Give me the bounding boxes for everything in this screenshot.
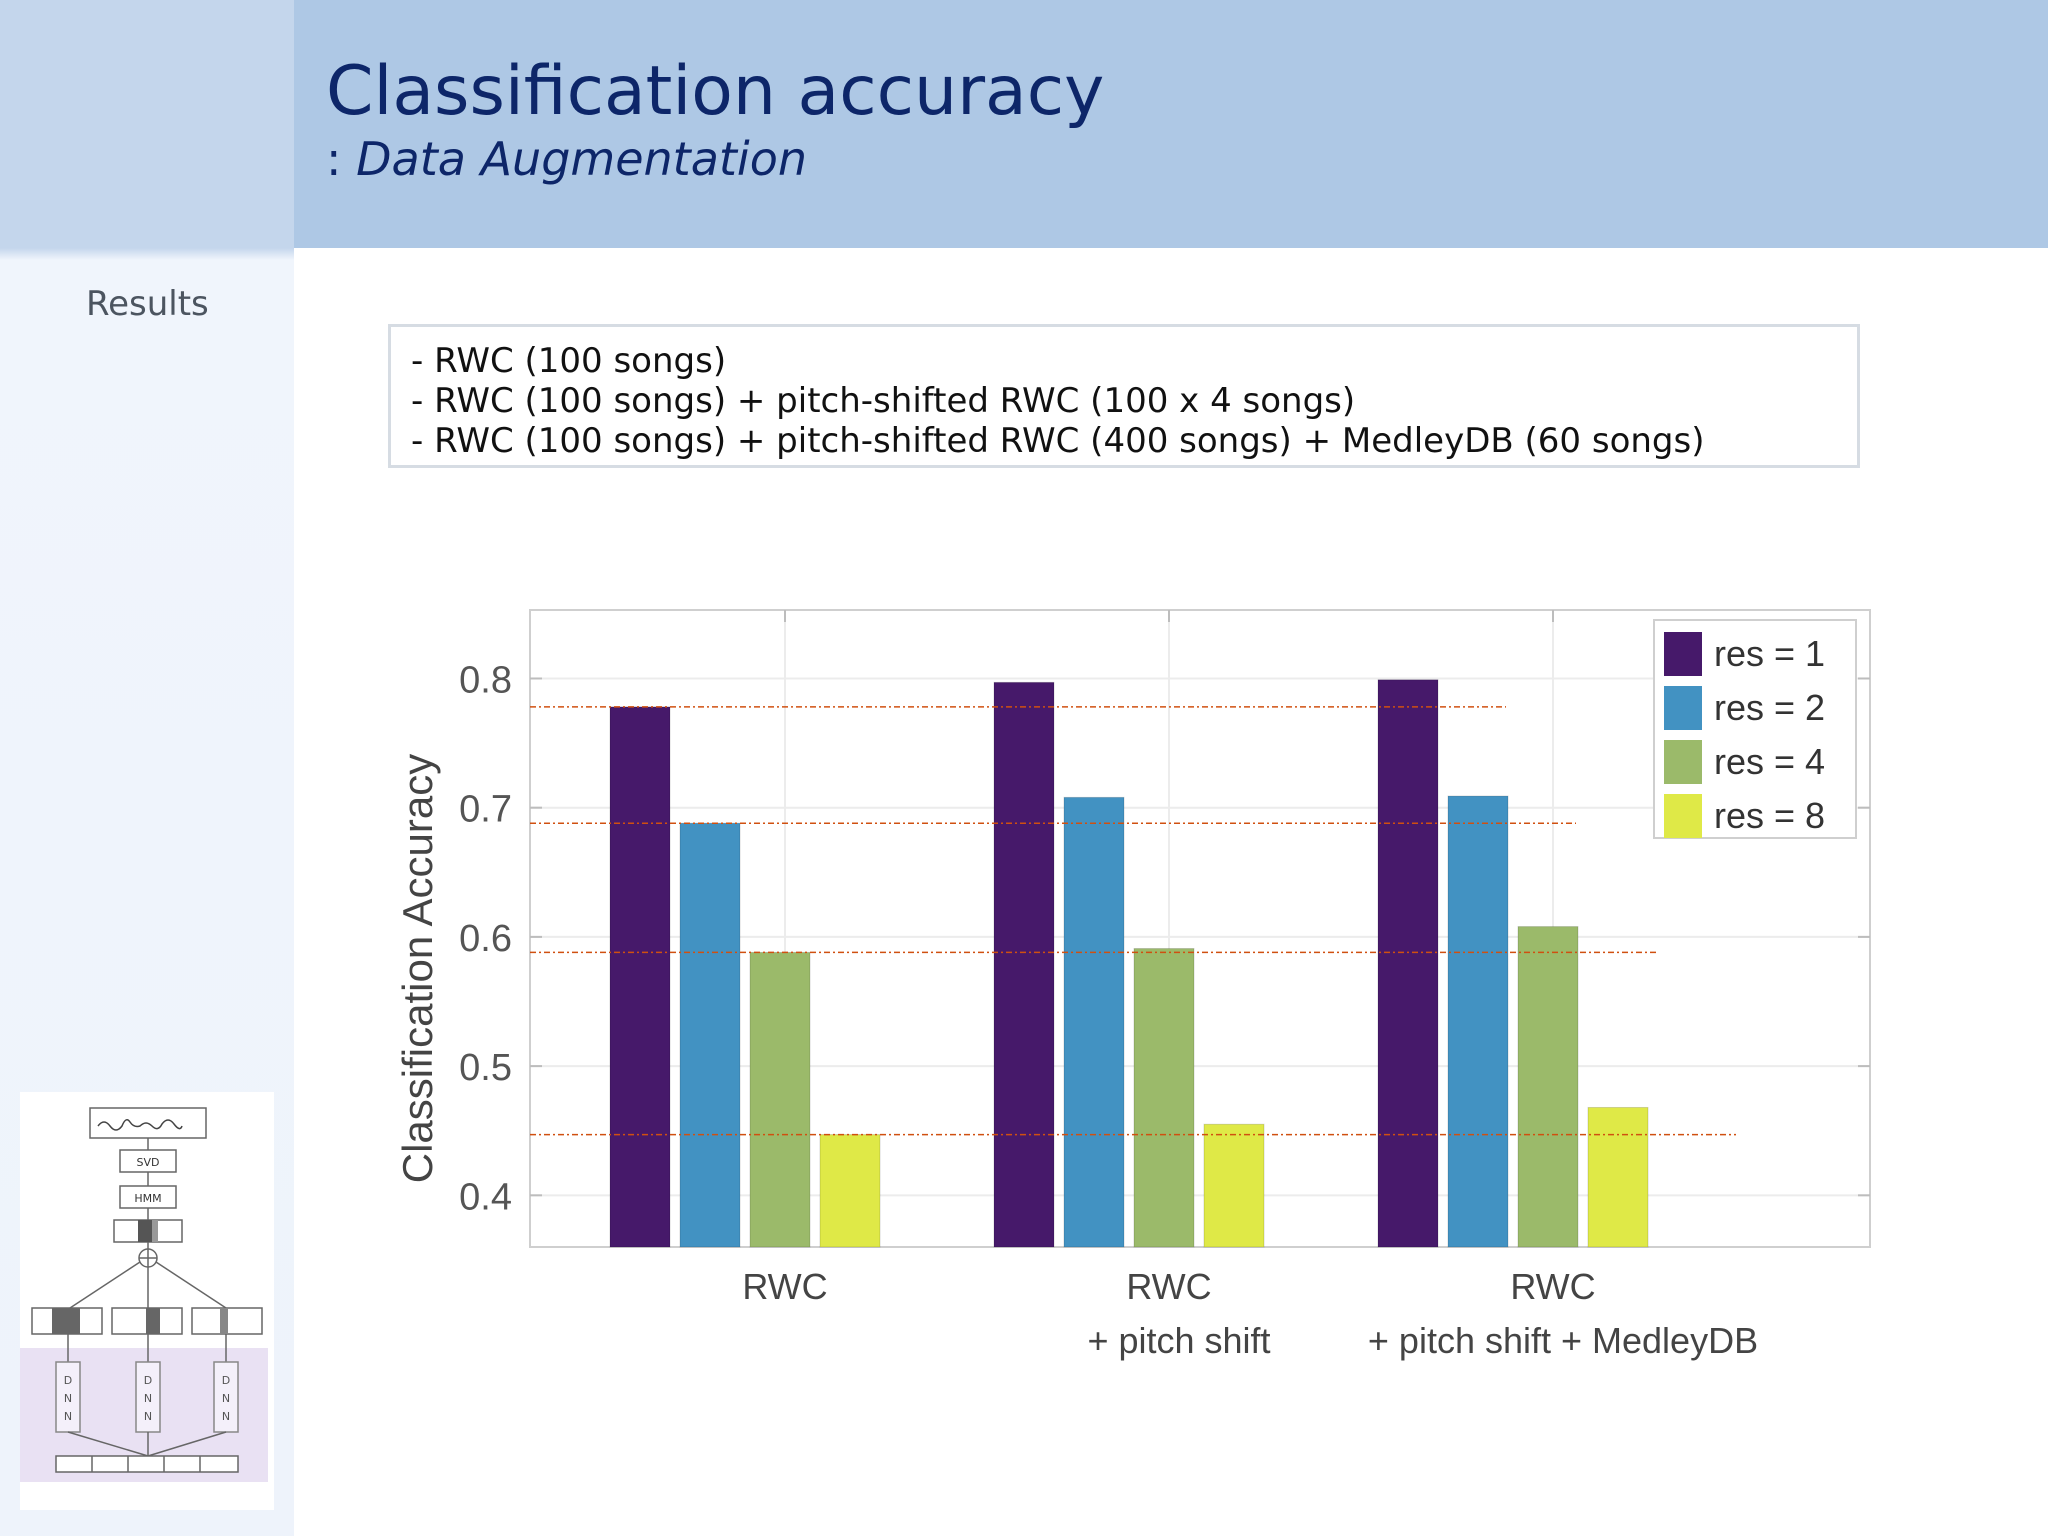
x-tick-label: + pitch shift [1087, 1320, 1270, 1361]
y-tick-label: 0.6 [459, 918, 512, 960]
architecture-thumbnail: SVD HMM DNN DNN DNN [20, 1092, 274, 1510]
svg-text:N: N [222, 1392, 230, 1405]
legend-label: res = 2 [1714, 687, 1825, 728]
y-tick-label: 0.4 [459, 1176, 512, 1218]
x-tick-label: RWC [742, 1266, 827, 1307]
accuracy-bar-chart: 0.4 0.5 0.6 0.7 0.8 RWC RWC + pitch shift RWC + p… [394, 609, 1871, 1361]
bar [1133, 948, 1195, 1248]
y-tick-label: 0.5 [459, 1047, 512, 1089]
svg-text:D: D [144, 1374, 152, 1387]
x-tick-label: RWC [1510, 1266, 1595, 1307]
svg-text:N: N [64, 1410, 72, 1423]
legend-swatch [1664, 632, 1702, 676]
page-title: Classification accuracy [326, 52, 1105, 131]
header-band [294, 0, 2048, 248]
bar [609, 706, 671, 1248]
svg-text:D: D [64, 1374, 72, 1387]
legend-label: res = 8 [1714, 795, 1825, 836]
svg-text:N: N [222, 1410, 230, 1423]
bar [1377, 679, 1439, 1248]
bar [1587, 1106, 1649, 1248]
subtitle-text: Data Augmentation [356, 132, 808, 186]
svg-text:N: N [144, 1410, 152, 1423]
y-tick-label: 0.7 [459, 789, 512, 831]
dataset-note: - RWC (100 songs) + pitch-shifted RWC (1… [411, 381, 1356, 421]
svg-text:D: D [222, 1374, 230, 1387]
page-subtitle: : Data Augmentation [326, 132, 807, 186]
legend-swatch [1664, 794, 1702, 838]
legend-label: res = 1 [1714, 633, 1825, 674]
bar [819, 1134, 881, 1248]
legend-swatch [1664, 686, 1702, 730]
y-tick-label: 0.8 [459, 659, 512, 701]
thumb-svd-label: SVD [137, 1156, 160, 1169]
bar [993, 681, 1055, 1248]
bar [679, 822, 741, 1248]
bar [1447, 795, 1509, 1248]
dataset-note: - RWC (100 songs) [411, 341, 727, 381]
bar [749, 951, 811, 1248]
x-tick-label: RWC [1126, 1266, 1211, 1307]
plot-frame [529, 609, 1871, 1248]
bar [1063, 796, 1125, 1248]
dataset-notes-box: - RWC (100 songs) - RWC (100 songs) + pi… [388, 324, 1860, 468]
x-tick-label: + pitch shift + MedleyDB [1368, 1320, 1758, 1361]
bar [1203, 1123, 1265, 1248]
bar [1517, 926, 1579, 1248]
section-label: Results [86, 284, 209, 324]
svg-text:N: N [64, 1392, 72, 1405]
legend-label: res = 4 [1714, 741, 1825, 782]
legend-swatch [1664, 740, 1702, 784]
dataset-note: - RWC (100 songs) + pitch-shifted RWC (4… [411, 421, 1705, 461]
subtitle-separator: : [326, 132, 342, 186]
thumb-hmm-label: HMM [134, 1192, 161, 1205]
y-axis-label: Classification Accuracy [394, 754, 441, 1184]
svg-text:N: N [144, 1392, 152, 1405]
